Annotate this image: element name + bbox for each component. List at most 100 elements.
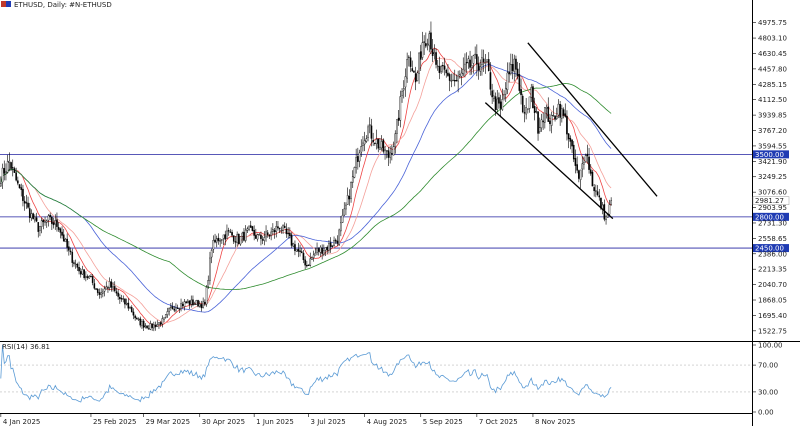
candle-body bbox=[564, 113, 567, 117]
candle-body bbox=[232, 235, 235, 242]
candle-body bbox=[397, 117, 400, 121]
candle-body bbox=[465, 62, 468, 64]
candle-body bbox=[95, 288, 97, 290]
candle-body bbox=[35, 217, 38, 222]
candle-body bbox=[8, 160, 11, 163]
candle-body bbox=[578, 170, 580, 179]
candle-body bbox=[90, 275, 92, 278]
channel-trendline-0[interactable] bbox=[527, 42, 658, 197]
candle-body bbox=[81, 268, 84, 275]
candle-body bbox=[566, 115, 568, 135]
candle-body bbox=[78, 267, 80, 272]
candle-body bbox=[23, 200, 26, 204]
candle-body bbox=[110, 281, 113, 288]
candle-body bbox=[312, 254, 315, 259]
candle-body bbox=[562, 109, 565, 116]
candle-body bbox=[452, 79, 454, 82]
candle-body bbox=[1, 167, 4, 183]
candle-body bbox=[253, 229, 255, 236]
candle-body bbox=[142, 320, 145, 328]
candle-body bbox=[503, 94, 505, 99]
price-axis-tick-label: 1868.05 bbox=[758, 297, 787, 305]
candle-body bbox=[20, 187, 23, 190]
channel-trendline-1[interactable] bbox=[484, 102, 614, 220]
candle-body bbox=[561, 108, 563, 119]
time-axis-tick-label: 8 Nov 2025 bbox=[535, 418, 575, 426]
candle-body bbox=[229, 231, 232, 233]
candle-body bbox=[370, 125, 373, 139]
candle-body bbox=[285, 228, 288, 235]
symbol-flag-icon-part bbox=[6, 1, 11, 7]
candle-body bbox=[17, 180, 19, 184]
candle-body bbox=[457, 75, 459, 82]
candle-body bbox=[414, 73, 417, 83]
candle-body bbox=[309, 258, 312, 266]
candle-body bbox=[584, 155, 587, 162]
price-axis-tick-label: 2558.65 bbox=[758, 235, 787, 243]
level-tag-2 bbox=[753, 244, 789, 253]
candle-body bbox=[185, 301, 187, 304]
candle-body bbox=[27, 202, 29, 208]
candle-body bbox=[547, 106, 550, 122]
candle-body bbox=[171, 306, 174, 310]
candle-body bbox=[416, 72, 419, 81]
candle-body bbox=[515, 58, 517, 70]
candle-body bbox=[527, 108, 529, 110]
candle-body bbox=[363, 140, 366, 145]
candle-body bbox=[297, 248, 300, 252]
candle-body bbox=[404, 76, 407, 88]
candle-body bbox=[598, 195, 601, 198]
candle-body bbox=[204, 301, 206, 305]
candle-body bbox=[222, 234, 225, 239]
candle-body bbox=[520, 89, 522, 96]
last-price-label: 2981.27 bbox=[755, 197, 784, 205]
candle-body bbox=[115, 291, 118, 294]
candle-body bbox=[350, 182, 352, 199]
candle-body bbox=[537, 111, 539, 134]
candle-body bbox=[120, 298, 123, 300]
candle-body bbox=[11, 167, 14, 169]
candle-body bbox=[311, 257, 313, 260]
candle-body bbox=[292, 243, 295, 247]
candle-body bbox=[508, 71, 510, 75]
candle-body bbox=[341, 215, 344, 223]
candle-body bbox=[107, 287, 109, 289]
time-axis-tick-label: 25 Feb 2025 bbox=[93, 418, 137, 426]
candle-body bbox=[40, 220, 43, 227]
candle-body bbox=[122, 298, 125, 300]
candle-body bbox=[316, 248, 318, 253]
candle-body bbox=[129, 307, 131, 309]
candle-body bbox=[447, 72, 449, 76]
candle-body bbox=[280, 229, 283, 232]
candle-body bbox=[338, 229, 340, 245]
candle-body bbox=[375, 139, 378, 144]
candle-body bbox=[481, 57, 483, 66]
candle-body bbox=[210, 250, 213, 258]
candle-body bbox=[555, 116, 558, 120]
candle-body bbox=[83, 269, 85, 279]
level-tag-0 bbox=[753, 150, 789, 159]
candle-body bbox=[39, 226, 41, 231]
candle-body bbox=[544, 107, 546, 123]
candle-body bbox=[6, 161, 9, 173]
candle-body bbox=[353, 167, 356, 178]
candle-body bbox=[567, 133, 570, 140]
candle-body bbox=[331, 245, 334, 247]
candle-body bbox=[187, 300, 189, 304]
candle-body bbox=[249, 225, 252, 228]
candle-body bbox=[472, 55, 475, 64]
moving-average-line-10 bbox=[0, 47, 612, 327]
candle-body bbox=[108, 281, 111, 288]
candle-body bbox=[256, 234, 259, 240]
candle-body bbox=[593, 187, 595, 192]
candle-body bbox=[530, 87, 533, 98]
candle-body bbox=[66, 238, 68, 248]
candle-body bbox=[589, 169, 592, 174]
candle-body bbox=[221, 239, 223, 241]
price-axis-tick-label: 2903.95 bbox=[758, 204, 787, 212]
candle-body bbox=[178, 308, 181, 310]
candle-body bbox=[5, 171, 7, 173]
candle-body bbox=[132, 311, 135, 316]
candle-body bbox=[581, 163, 584, 170]
